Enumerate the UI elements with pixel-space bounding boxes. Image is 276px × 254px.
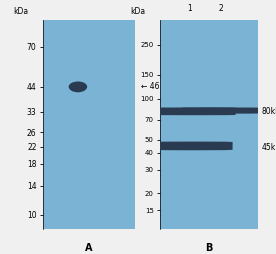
Text: A: A [85, 243, 93, 253]
FancyBboxPatch shape [182, 107, 260, 114]
Text: 80kDa: 80kDa [262, 107, 276, 116]
Text: ← 46kDa: ← 46kDa [141, 82, 174, 91]
Text: 1: 1 [187, 4, 192, 13]
FancyBboxPatch shape [152, 142, 233, 150]
Ellipse shape [69, 82, 87, 92]
Text: 45kDa: 45kDa [262, 142, 276, 152]
Text: kDa: kDa [131, 7, 146, 16]
Text: kDa: kDa [13, 7, 28, 16]
Text: B: B [205, 243, 213, 253]
Text: 2: 2 [218, 4, 223, 13]
FancyBboxPatch shape [152, 107, 235, 115]
